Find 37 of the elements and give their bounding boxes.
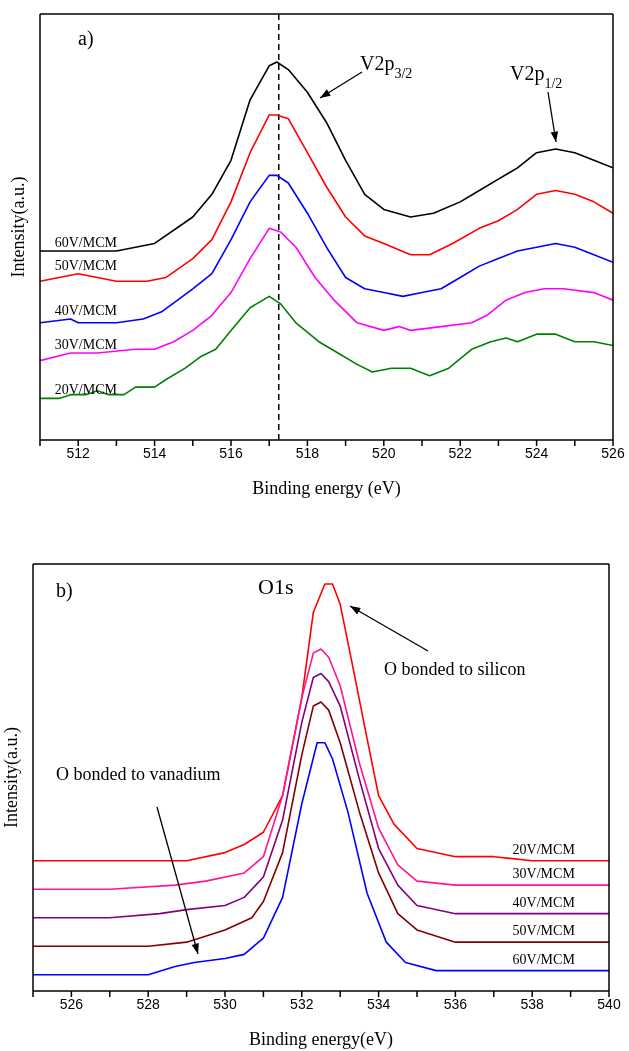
annotation: V2p$_{1/2}$ bbox=[510, 62, 563, 91]
x-tick-label: 524 bbox=[524, 444, 549, 461]
x-tick-label: 526 bbox=[601, 444, 625, 461]
annotation: b) bbox=[56, 579, 73, 602]
y-axis-title: Intensity(a.u.) bbox=[1, 727, 22, 828]
series-label: 20V/MCM bbox=[512, 841, 576, 857]
series-label: 30V/MCM bbox=[512, 866, 576, 882]
series-label: 30V/MCM bbox=[54, 337, 118, 353]
x-tick-label: 536 bbox=[443, 995, 468, 1012]
x-tick-label: 518 bbox=[295, 444, 320, 461]
x-tick-label: 520 bbox=[372, 444, 396, 461]
y-axis-title: Intensity(a.u.) bbox=[8, 176, 29, 278]
series-label: 60V/MCM bbox=[512, 951, 576, 967]
x-tick-label: 532 bbox=[290, 995, 314, 1012]
series-label: 60V/MCM bbox=[54, 235, 118, 250]
series-label: 40V/MCM bbox=[54, 303, 118, 319]
x-axis-title: Binding energy(eV) bbox=[248, 1029, 394, 1050]
x-tick-label: 530 bbox=[213, 995, 237, 1012]
annotation: O bonded to vanadium bbox=[56, 764, 221, 784]
annotation: O bonded to silicon bbox=[384, 659, 526, 679]
x-tick-label: 538 bbox=[520, 995, 545, 1012]
series-label: 50V/MCM bbox=[54, 257, 118, 273]
series-label: 40V/MCM bbox=[512, 894, 576, 910]
annotation: O1s bbox=[258, 574, 294, 599]
annotation: V2p$_{3/2}$ bbox=[360, 52, 413, 81]
x-tick-label: 534 bbox=[366, 995, 391, 1012]
x-tick-label: 540 bbox=[597, 995, 621, 1012]
x-tick-label: 512 bbox=[66, 444, 91, 461]
x-axis-title: Binding energy (eV) bbox=[252, 478, 401, 499]
series-label: 20V/MCM bbox=[54, 382, 118, 398]
x-tick-label: 516 bbox=[219, 444, 243, 461]
text: a) bbox=[78, 27, 94, 50]
x-tick-label: 514 bbox=[142, 444, 167, 461]
x-tick-label: 526 bbox=[59, 995, 84, 1012]
x-tick-label: 522 bbox=[448, 444, 473, 461]
x-tick-label: 528 bbox=[136, 995, 161, 1012]
series-label: 50V/MCM bbox=[512, 923, 576, 939]
